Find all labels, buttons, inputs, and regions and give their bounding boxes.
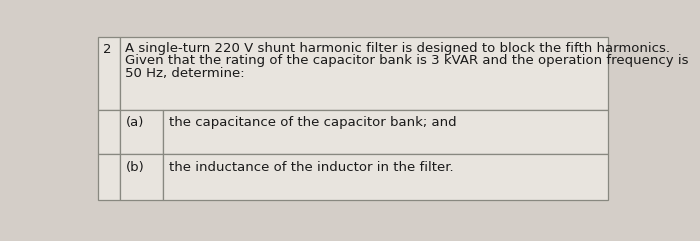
Text: the inductance of the inductor in the filter.: the inductance of the inductor in the fi… — [169, 161, 454, 174]
Bar — [98, 110, 120, 154]
Text: the capacitance of the capacitor bank; and: the capacitance of the capacitor bank; a… — [169, 116, 456, 129]
Bar — [163, 110, 608, 154]
Bar — [98, 37, 120, 110]
Text: Given that the rating of the capacitor bank is 3 kVAR and the operation frequenc: Given that the rating of the capacitor b… — [125, 54, 689, 67]
Bar — [120, 110, 164, 154]
Bar — [98, 154, 120, 200]
Text: A single-turn 220 V shunt harmonic filter is designed to block the fifth harmoni: A single-turn 220 V shunt harmonic filte… — [125, 42, 671, 55]
Text: 50 Hz, determine:: 50 Hz, determine: — [125, 67, 245, 80]
Bar — [120, 154, 164, 200]
Bar — [163, 154, 608, 200]
Text: 2: 2 — [103, 43, 111, 56]
Bar — [120, 37, 608, 110]
Text: (b): (b) — [125, 161, 144, 174]
Text: (a): (a) — [125, 116, 144, 129]
